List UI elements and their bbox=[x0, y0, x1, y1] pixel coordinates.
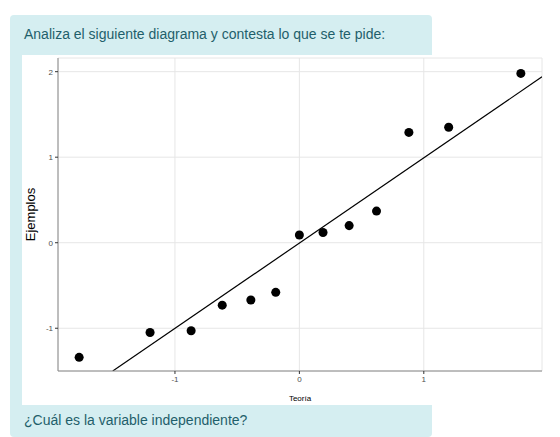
svg-text:-1: -1 bbox=[46, 324, 54, 333]
svg-text:0: 0 bbox=[297, 375, 302, 384]
svg-text:1: 1 bbox=[422, 375, 427, 384]
html-text:¿Cuál es la variable independi: ¿Cuál es la variable independiente? bbox=[24, 412, 248, 428]
svg-text:-1: -1 bbox=[171, 375, 179, 384]
svg-text:0: 0 bbox=[49, 239, 54, 248]
svg-text:Ejemplos: Ejemplos bbox=[23, 187, 38, 241]
svg-text:1: 1 bbox=[49, 153, 54, 162]
svg-text:Teoría: Teoría bbox=[289, 394, 312, 403]
svg-text:2: 2 bbox=[49, 68, 54, 77]
html-text:Analiza el siguiente diagrama: Analiza el siguiente diagrama y contesta… bbox=[24, 26, 386, 42]
